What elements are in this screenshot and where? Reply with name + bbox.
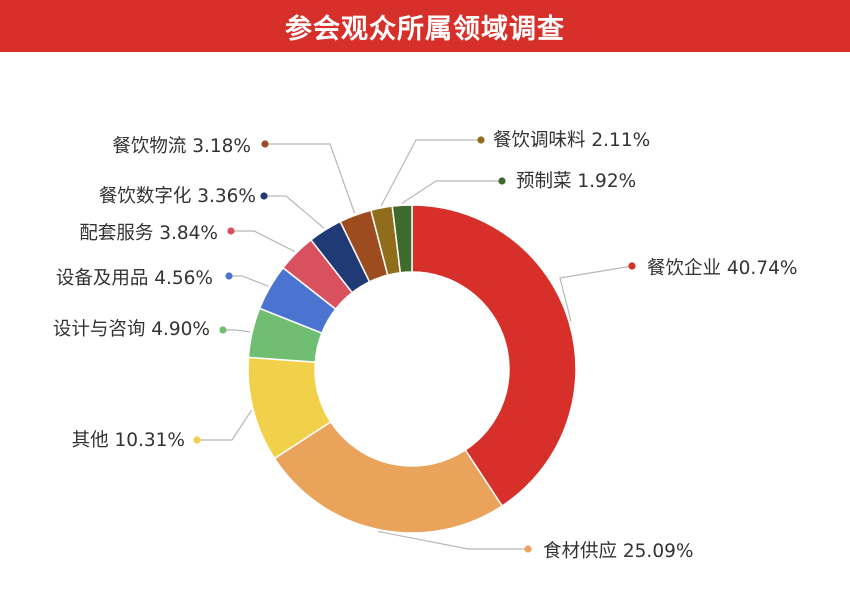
slice-label-category: 餐饮物流	[112, 136, 186, 157]
slice-label-category: 餐饮企业	[647, 258, 721, 279]
leader-line	[380, 139, 481, 207]
chart-title: 参会观众所属领域调查	[285, 13, 565, 45]
donut-slice	[411, 204, 577, 508]
slice-label-value: 10.31%	[109, 430, 185, 451]
slice-label-value: 3.18%	[186, 136, 251, 157]
leader-line	[229, 275, 269, 287]
label-dot	[225, 272, 233, 280]
slice-label-category: 设计与咨询	[53, 319, 146, 340]
slice-label: 配套服务 3.84%	[79, 223, 218, 244]
donut-slice	[391, 204, 413, 274]
donut-slice	[273, 420, 504, 534]
slice-label-value: 25.09%	[617, 541, 693, 562]
leader-lines	[193, 136, 636, 553]
slice-label-value: 2.11%	[586, 130, 651, 151]
slice-label: 餐饮数字化 3.36%	[99, 186, 256, 207]
slice-label-value: 3.36%	[191, 186, 256, 207]
label-dot	[260, 192, 268, 200]
slice-label-value: 4.56%	[148, 268, 213, 289]
leader-line	[559, 265, 633, 322]
slice-label-value: 4.90%	[145, 319, 210, 340]
slice-label-value: 3.84%	[153, 223, 218, 244]
slice-label-category: 配套服务	[79, 223, 153, 244]
slice-label: 餐饮物流 3.18%	[112, 136, 251, 157]
label-dot	[477, 136, 485, 144]
leader-line	[377, 530, 528, 550]
label-dot	[219, 326, 227, 334]
label-dot	[261, 140, 269, 148]
leader-line	[231, 230, 295, 253]
label-dot	[193, 436, 201, 444]
slice-labels: 餐饮企业 40.74% 食材供应 25.09% 其他 10.31% 设计与咨询 4.9…	[53, 130, 798, 562]
slice-label-category: 餐饮数字化	[99, 186, 192, 207]
slice-label-value: 40.74%	[721, 258, 797, 279]
slice-label: 设计与咨询 4.90%	[53, 319, 210, 340]
title-bar: 参会观众所属领域调查	[0, 0, 850, 52]
donut-slices	[247, 204, 577, 534]
slice-label-category: 食材供应	[543, 541, 617, 562]
slice-label-category: 设备及用品	[56, 268, 149, 289]
slice-label: 其他 10.31%	[72, 430, 185, 451]
leader-line	[223, 329, 251, 333]
slice-label: 预制菜 1.92%	[516, 171, 636, 192]
slice-label: 餐饮调味料 2.11%	[493, 130, 650, 151]
leader-line	[265, 143, 356, 214]
slice-label: 食材供应 25.09%	[543, 541, 693, 562]
label-dot	[227, 227, 235, 235]
label-dot	[524, 545, 532, 553]
slice-label-category: 预制菜	[516, 171, 572, 192]
slice-label-value: 1.92%	[572, 171, 637, 192]
slice-label: 设备及用品 4.56%	[56, 268, 213, 289]
label-dot	[498, 177, 506, 185]
leader-line	[401, 180, 502, 204]
slice-label-category: 餐饮调味料	[493, 130, 586, 151]
slice-label-category: 其他	[72, 430, 109, 451]
label-dot	[628, 262, 636, 270]
slice-label: 餐饮企业 40.74%	[647, 258, 797, 279]
leader-line	[264, 195, 325, 229]
leader-line	[197, 410, 252, 441]
